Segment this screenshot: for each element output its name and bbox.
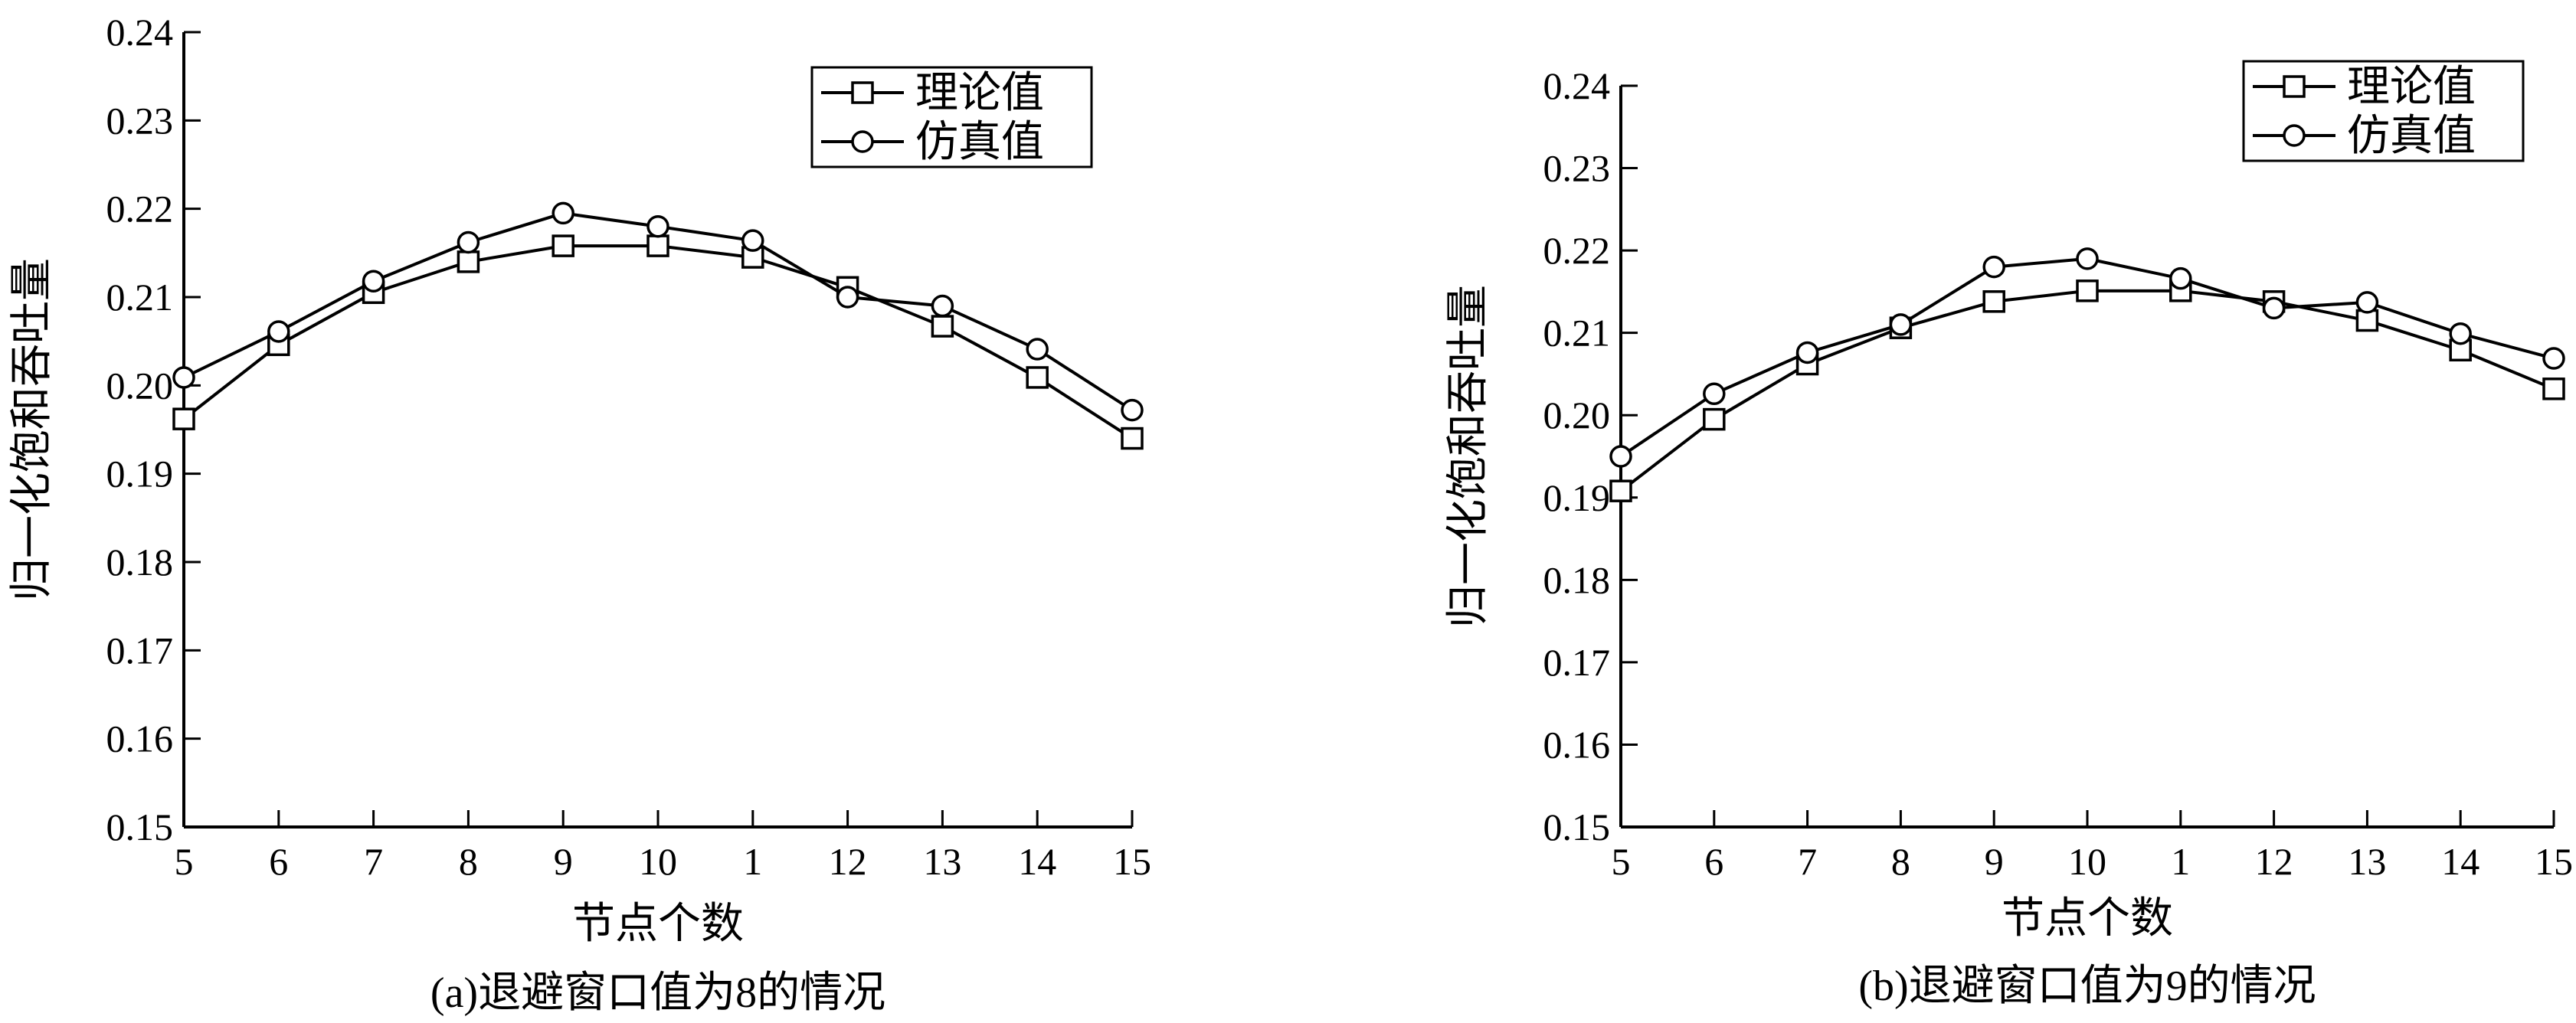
y-tick-label: 0.18 — [1543, 558, 1611, 601]
square-marker — [2542, 377, 2565, 400]
circle-marker — [851, 130, 874, 153]
y-tick-label: 0.23 — [106, 99, 174, 142]
x-tick-label: 13 — [2348, 840, 2386, 883]
square-marker — [1026, 366, 1049, 389]
y-tick-label: 0.21 — [1543, 312, 1611, 355]
circle-marker — [646, 214, 669, 238]
y-tick-label: 0.22 — [106, 188, 174, 230]
y-tick-label: 0.19 — [106, 453, 174, 495]
circle-marker — [2449, 322, 2472, 345]
circle-marker — [1982, 255, 2005, 279]
y-tick-label: 0.19 — [1543, 476, 1611, 519]
y-axis-title: 归一化饱和吞吐量 — [1445, 285, 1492, 628]
x-tick-label: 7 — [1798, 840, 1817, 883]
x-axis-title: 节点个数 — [572, 900, 744, 948]
x-tick-label: 9 — [554, 840, 573, 883]
y-tick-label: 0.21 — [106, 276, 174, 319]
x-tick-label: 8 — [459, 840, 478, 883]
circle-marker — [1795, 341, 1819, 364]
y-tick-label: 0.24 — [1543, 64, 1611, 107]
legend-label: 理论值 — [915, 70, 1044, 117]
y-tick-label: 0.15 — [106, 806, 174, 848]
legend-label: 理论值 — [2347, 64, 2476, 111]
x-tick-label: 15 — [1113, 840, 1151, 883]
x-tick-label: 10 — [639, 840, 677, 883]
y-tick-label: 0.20 — [1543, 394, 1611, 436]
circle-marker — [2262, 296, 2286, 320]
x-tick-label: 12 — [2255, 840, 2293, 883]
square-marker — [1982, 290, 2005, 313]
circle-marker — [267, 320, 290, 343]
square-marker — [172, 407, 195, 430]
circle-marker — [931, 294, 954, 318]
x-tick-label: 8 — [1891, 840, 1910, 883]
x-tick-label: 10 — [2068, 840, 2106, 883]
y-tick-label: 0.16 — [1543, 723, 1611, 766]
x-tick-label: 9 — [1985, 840, 2004, 883]
square-marker — [931, 315, 954, 338]
circle-marker — [2283, 124, 2306, 147]
y-axis-title: 归一化饱和吞吐量 — [8, 258, 56, 601]
circle-marker — [1026, 338, 1049, 361]
square-marker — [552, 234, 574, 257]
square-marker — [646, 234, 669, 257]
x-tick-label: 15 — [2535, 840, 2573, 883]
y-tick-label: 0.23 — [1543, 147, 1611, 190]
y-tick-label: 0.22 — [1543, 229, 1611, 272]
series-line-theory — [1619, 289, 2555, 492]
square-marker — [2076, 279, 2099, 302]
square-marker — [1609, 479, 1632, 502]
y-tick-label: 0.20 — [106, 364, 174, 407]
circle-marker — [362, 270, 385, 293]
circle-marker — [1121, 398, 1144, 422]
legend-label: 仿真值 — [2347, 113, 2476, 160]
square-marker — [1703, 407, 1726, 431]
chart-panel-a: 0.15 0.16 0.17 0.18 0.19 0.20 0.21 0.22 0.23 0.24… — [8, 11, 1151, 1017]
y-tick-label: 0.15 — [1543, 806, 1611, 848]
circle-marker — [552, 201, 574, 225]
circle-marker — [741, 229, 764, 252]
circle-marker — [2355, 291, 2379, 314]
x-tick-label: 1 — [2171, 840, 2190, 883]
x-tick-label: 14 — [2441, 840, 2479, 883]
circle-marker — [2169, 266, 2192, 290]
x-tick-label: 6 — [1704, 840, 1723, 883]
x-tick-label: 14 — [1018, 840, 1056, 883]
circle-marker — [2542, 347, 2565, 370]
circle-marker — [457, 230, 480, 254]
x-tick-label: 5 — [1612, 840, 1631, 883]
y-tick-label: 0.17 — [1543, 641, 1611, 684]
y-tick-label: 0.18 — [106, 541, 174, 583]
x-tick-label: 1 — [743, 840, 762, 883]
x-tick-label: 13 — [923, 840, 961, 883]
circle-marker — [836, 286, 859, 309]
square-marker — [1121, 427, 1144, 450]
square-marker — [2283, 75, 2306, 98]
circle-marker — [2076, 247, 2099, 270]
series-line-theory — [182, 244, 1134, 440]
y-tick-label: 0.17 — [106, 629, 174, 672]
figure-caption: (a)退避窗口值为8的情况 — [430, 969, 885, 1017]
legend-label: 仿真值 — [915, 119, 1044, 166]
y-tick-label: 0.24 — [106, 11, 174, 54]
x-tick-label: 5 — [175, 840, 194, 883]
x-tick-label: 7 — [364, 840, 383, 883]
square-marker — [851, 81, 874, 104]
circle-marker — [172, 366, 195, 389]
x-tick-label: 12 — [829, 840, 867, 883]
circle-marker — [1609, 445, 1632, 468]
y-tick-label: 0.16 — [106, 717, 174, 760]
x-axis-title: 节点个数 — [2002, 895, 2173, 943]
circle-marker — [1703, 382, 1726, 406]
chart-panel-b: 0.15 0.16 0.17 0.18 0.19 0.20 0.21 0.22 0.23 0.24… — [1445, 60, 2573, 1010]
square-marker — [457, 250, 480, 273]
figure-caption: (b)退避窗口值为9的情况 — [1858, 963, 2316, 1010]
circle-marker — [1889, 313, 1913, 336]
x-tick-label: 6 — [269, 840, 288, 883]
